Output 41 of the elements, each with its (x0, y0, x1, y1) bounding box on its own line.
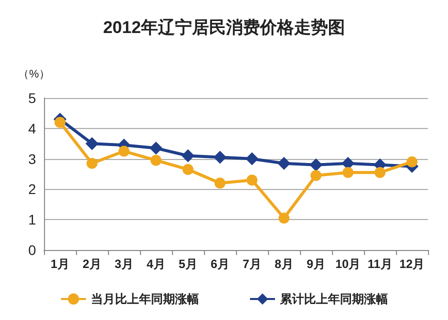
point (246, 152, 258, 166)
x-tick-label: 1月 (50, 257, 70, 271)
point (406, 156, 418, 168)
y-tick-label: 3 (28, 150, 36, 167)
point (310, 170, 322, 182)
point (214, 150, 226, 164)
point (214, 178, 226, 189)
point (182, 164, 194, 175)
point (310, 158, 322, 172)
legend-label: 当月比上年同期涨幅 (91, 292, 199, 306)
x-tick-label: 9月 (306, 257, 326, 271)
x-tick-label: 6月 (210, 257, 230, 271)
point (150, 142, 162, 155)
y-axis-title: （%） (18, 68, 50, 80)
point (374, 166, 386, 178)
y-tick-label: 5 (28, 90, 36, 106)
point (278, 212, 290, 224)
point (278, 156, 290, 170)
x-tick-label: 12月 (399, 257, 425, 271)
chart-title: 2012年辽宁居民消费价格走势图 (103, 18, 345, 37)
x-tick-label: 8月 (274, 257, 294, 271)
x-tick-label: 5月 (178, 257, 198, 271)
point (86, 137, 98, 150)
x-tick-label: 4月 (146, 257, 166, 271)
legend-label: 累计比上年同期涨幅 (279, 292, 388, 306)
x-tick-label: 7月 (242, 257, 262, 271)
point (182, 149, 194, 162)
y-tick-label: 1 (28, 212, 36, 228)
point (342, 166, 354, 178)
point (54, 116, 66, 128)
x-tick-label: 11月 (368, 257, 392, 271)
x-tick-label: 2月 (82, 257, 102, 271)
point (150, 154, 162, 166)
y-tick-label: 2 (28, 181, 36, 198)
point (86, 158, 98, 169)
x-tick-label: 3月 (114, 257, 134, 271)
y-tick-label: 0 (28, 242, 36, 258)
point (246, 174, 258, 186)
y-tick-label: 4 (28, 120, 36, 136)
point (118, 146, 130, 157)
x-tick-label: 10月 (335, 257, 361, 271)
